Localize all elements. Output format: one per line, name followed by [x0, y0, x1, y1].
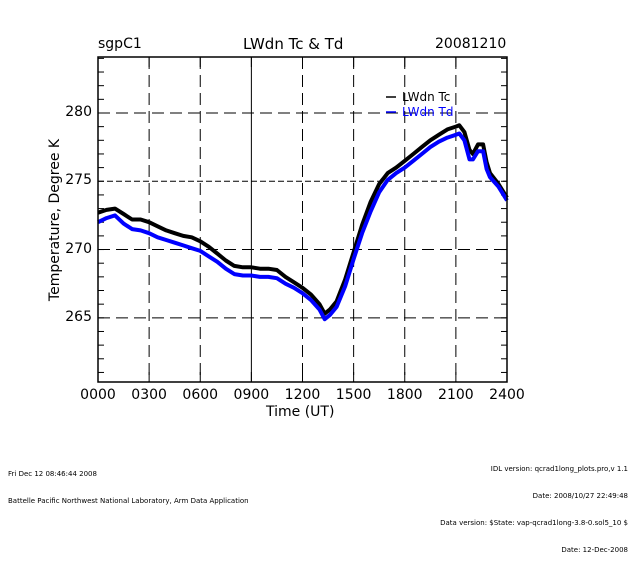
date-label: 20081210 — [435, 36, 507, 52]
legend-label-td: LWdn Td — [402, 105, 453, 119]
footer-right: IDL version: qcrad1long_plots.pro,v 1.1 … — [440, 447, 628, 564]
x-tick-label: 2100 — [438, 387, 474, 403]
x-axis-label: Time (UT) — [266, 404, 335, 420]
footer-idl-date: Date: 2008/10/27 22:49:48 — [532, 492, 628, 500]
x-tick-label: 2400 — [489, 387, 525, 403]
grid-lines — [98, 57, 507, 382]
x-tick-label: 0300 — [131, 387, 167, 403]
x-tick-label: 0600 — [182, 387, 219, 403]
series-line-td — [97, 131, 509, 322]
plot-area: LWdn Tc LWdn Td — [97, 56, 509, 383]
axis-ticks — [97, 57, 508, 382]
x-tick-label: 0900 — [233, 387, 270, 403]
footer-data-date: Date: 12-Dec-2008 — [561, 546, 628, 554]
plot-frame — [97, 56, 508, 383]
x-tick-label: 1200 — [284, 387, 321, 403]
footer-timestamp: Fri Dec 12 08:46:44 2008 — [8, 470, 97, 478]
y-tick-label: 275 — [65, 172, 92, 189]
series-lines — [97, 123, 509, 322]
footer-idl-version: IDL version: qcrad1long_plots.pro,v 1.1 — [490, 465, 628, 473]
chart-title: LWdn Tc & Td — [243, 35, 344, 53]
footer-left: Fri Dec 12 08:46:44 2008 Battelle Pacifi… — [8, 452, 249, 515]
site-label: sgpC1 — [98, 36, 142, 52]
x-tick-label: 1800 — [386, 387, 423, 403]
footer-data-version: Data version: $State: vap-qcrad1long-3.8… — [440, 519, 628, 527]
y-tick-label: 265 — [65, 308, 92, 325]
x-tick-label: 1500 — [335, 387, 372, 403]
legend-label-tc: LWdn Tc — [402, 90, 450, 104]
y-tick-label: 270 — [65, 240, 92, 257]
y-axis-label: Temperature, Degree K — [47, 138, 63, 302]
x-tick-label: 0000 — [80, 387, 116, 403]
y-tick-label: 280 — [65, 103, 92, 120]
footer-organization: Battelle Pacific Northwest National Labo… — [8, 497, 249, 505]
legend: LWdn Tc LWdn Td — [386, 90, 453, 119]
series-line-tc — [97, 123, 509, 316]
